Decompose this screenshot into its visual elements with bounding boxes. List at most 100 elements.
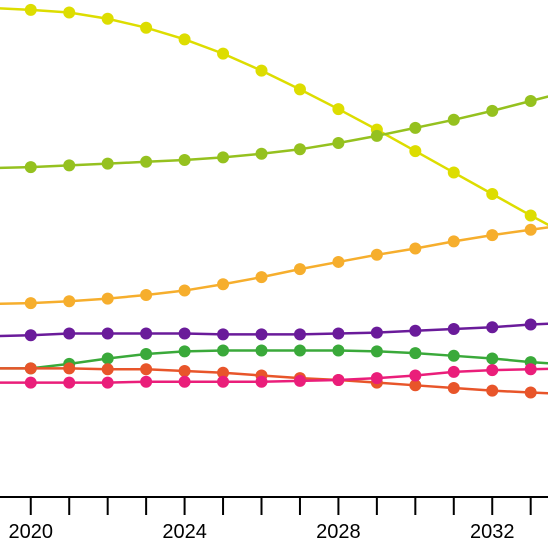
series-3-point xyxy=(447,322,460,335)
series-3-point xyxy=(24,329,37,342)
series-5-point xyxy=(524,386,537,399)
series-1 xyxy=(0,95,548,174)
series-1-point xyxy=(447,113,460,126)
series-6-point xyxy=(140,375,153,388)
series-6-point xyxy=(217,375,230,388)
series-4-point xyxy=(293,344,306,357)
series-0 xyxy=(0,3,548,227)
series-1-point xyxy=(63,159,76,172)
series-3-point xyxy=(101,327,114,340)
series-1-point xyxy=(140,155,153,168)
series-5-line xyxy=(0,367,548,395)
series-2-point xyxy=(370,248,383,261)
series-2-point xyxy=(217,278,230,291)
series-3 xyxy=(0,318,548,342)
series-1-point xyxy=(486,104,499,117)
series-4-point xyxy=(217,344,230,357)
series-5-point xyxy=(24,362,37,375)
series-1-point xyxy=(332,137,345,150)
series-2-point xyxy=(447,235,460,248)
series-6-point xyxy=(447,365,460,378)
series-5-point xyxy=(217,366,230,379)
series-6-point xyxy=(332,373,345,386)
series-0-point xyxy=(63,6,76,19)
series-3-point xyxy=(178,327,191,340)
series-6 xyxy=(0,363,548,389)
series-4-line xyxy=(0,349,548,370)
series-3-point xyxy=(293,328,306,341)
series-2 xyxy=(0,223,548,310)
series-6-point xyxy=(409,369,422,382)
series-1-point xyxy=(370,129,383,142)
series-0-point xyxy=(332,103,345,116)
series-6-point xyxy=(486,364,499,377)
series-5-point xyxy=(409,379,422,392)
series-6-point xyxy=(24,376,37,389)
series-4-point xyxy=(409,347,422,360)
series-6-point xyxy=(524,363,537,376)
series-layer xyxy=(0,3,548,399)
series-3-point xyxy=(255,328,268,341)
series-2-point xyxy=(178,284,191,297)
series-0-point xyxy=(178,33,191,46)
series-2-point xyxy=(63,295,76,308)
series-1-point xyxy=(178,154,191,167)
series-1-line xyxy=(0,95,548,170)
series-3-point xyxy=(63,327,76,340)
series-3-point xyxy=(332,327,345,340)
series-4-point xyxy=(486,352,499,365)
series-5-point xyxy=(178,365,191,378)
series-0-point xyxy=(217,47,230,60)
series-6-point xyxy=(178,375,191,388)
series-4-point xyxy=(178,345,191,358)
series-1-point xyxy=(524,95,537,108)
series-5-point xyxy=(447,382,460,394)
series-4 xyxy=(0,344,548,375)
series-5-point xyxy=(486,384,499,397)
x-axis: 2020 2024 2028 2032 xyxy=(0,496,548,543)
series-1-point xyxy=(101,157,114,170)
series-0-point xyxy=(447,166,460,179)
series-0-point xyxy=(293,83,306,96)
series-0-point xyxy=(140,21,153,34)
series-6-line xyxy=(0,367,548,384)
series-4-point xyxy=(370,345,383,358)
series-2-point xyxy=(524,223,537,236)
series-5-point xyxy=(101,363,114,376)
series-1-point xyxy=(293,143,306,156)
series-6-point xyxy=(101,376,114,389)
series-2-point xyxy=(101,292,114,305)
series-6-point xyxy=(293,374,306,387)
series-3-point xyxy=(409,324,422,337)
series-0-point xyxy=(101,12,114,25)
x-tick-label: 2024 xyxy=(162,521,207,543)
series-6-point xyxy=(370,372,383,385)
series-3-point xyxy=(217,328,230,341)
series-2-point xyxy=(24,297,37,310)
series-1-point xyxy=(409,121,422,134)
series-2-point xyxy=(332,255,345,268)
x-tick-label: 2032 xyxy=(470,521,515,543)
series-2-point xyxy=(486,229,499,242)
series-4-point xyxy=(332,344,345,357)
series-6-point xyxy=(255,375,268,388)
x-tick-label: 2020 xyxy=(9,521,54,543)
series-1-point xyxy=(255,147,268,160)
x-tick-label: 2028 xyxy=(316,521,361,543)
series-0-point xyxy=(255,64,268,77)
series-0-point xyxy=(524,209,537,222)
series-0-line xyxy=(0,7,548,227)
series-4-point xyxy=(447,349,460,362)
series-2-line xyxy=(0,226,548,306)
series-2-point xyxy=(140,289,153,302)
series-3-point xyxy=(524,318,537,331)
series-4-point xyxy=(255,344,268,357)
series-2-point xyxy=(293,263,306,276)
series-2-point xyxy=(409,242,422,255)
series-3-line xyxy=(0,322,548,338)
series-1-point xyxy=(24,161,37,174)
series-6-point xyxy=(63,376,76,389)
series-3-point xyxy=(370,326,383,339)
series-0-point xyxy=(486,188,499,200)
